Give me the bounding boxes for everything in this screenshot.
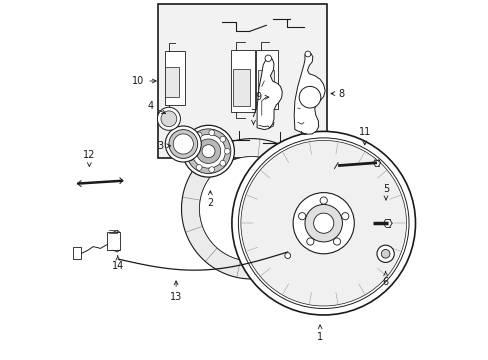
Circle shape <box>305 204 342 242</box>
Text: 7: 7 <box>250 109 256 125</box>
Bar <box>230 50 254 112</box>
Circle shape <box>381 249 389 258</box>
Circle shape <box>320 197 326 204</box>
Bar <box>257 70 273 103</box>
Circle shape <box>241 140 406 306</box>
Circle shape <box>182 125 234 177</box>
Circle shape <box>202 145 215 158</box>
Text: 4: 4 <box>147 101 165 113</box>
Text: 11: 11 <box>358 127 370 145</box>
Circle shape <box>157 107 180 130</box>
Circle shape <box>191 134 225 168</box>
Wedge shape <box>181 139 321 279</box>
Text: 1: 1 <box>316 325 323 342</box>
Circle shape <box>238 138 408 309</box>
Circle shape <box>284 253 290 258</box>
Text: 13: 13 <box>170 281 182 302</box>
Bar <box>164 67 179 97</box>
Text: 3: 3 <box>157 141 170 151</box>
Circle shape <box>188 142 193 148</box>
Circle shape <box>161 111 177 127</box>
Circle shape <box>224 148 230 154</box>
Bar <box>106 232 120 250</box>
Circle shape <box>306 238 313 245</box>
Text: 9: 9 <box>255 92 268 102</box>
Circle shape <box>165 126 201 162</box>
Circle shape <box>186 129 230 174</box>
Circle shape <box>196 132 202 138</box>
Circle shape <box>292 193 354 254</box>
Bar <box>256 50 278 109</box>
Circle shape <box>231 131 415 315</box>
Circle shape <box>208 130 214 136</box>
Text: 2: 2 <box>207 191 213 208</box>
Circle shape <box>264 55 271 62</box>
Circle shape <box>196 165 202 170</box>
Bar <box>232 69 250 106</box>
Text: 6: 6 <box>382 271 388 287</box>
Circle shape <box>376 245 393 262</box>
Text: 14: 14 <box>111 256 123 271</box>
Circle shape <box>305 51 310 57</box>
Circle shape <box>208 167 214 172</box>
Circle shape <box>168 130 197 158</box>
Circle shape <box>220 136 225 142</box>
Text: 10: 10 <box>132 76 156 86</box>
Text: 8: 8 <box>330 89 344 99</box>
Bar <box>164 51 185 105</box>
Circle shape <box>188 155 193 161</box>
Text: 12: 12 <box>83 150 95 166</box>
Circle shape <box>220 160 225 166</box>
Circle shape <box>298 213 305 220</box>
Circle shape <box>341 213 348 220</box>
Polygon shape <box>257 58 282 130</box>
Circle shape <box>196 139 220 163</box>
Circle shape <box>313 213 333 233</box>
Circle shape <box>199 157 303 261</box>
Bar <box>158 4 326 158</box>
Text: 5: 5 <box>382 184 388 200</box>
Polygon shape <box>294 53 325 134</box>
Circle shape <box>173 134 193 154</box>
Circle shape <box>299 86 320 108</box>
Circle shape <box>333 238 340 245</box>
Bar <box>73 247 81 259</box>
